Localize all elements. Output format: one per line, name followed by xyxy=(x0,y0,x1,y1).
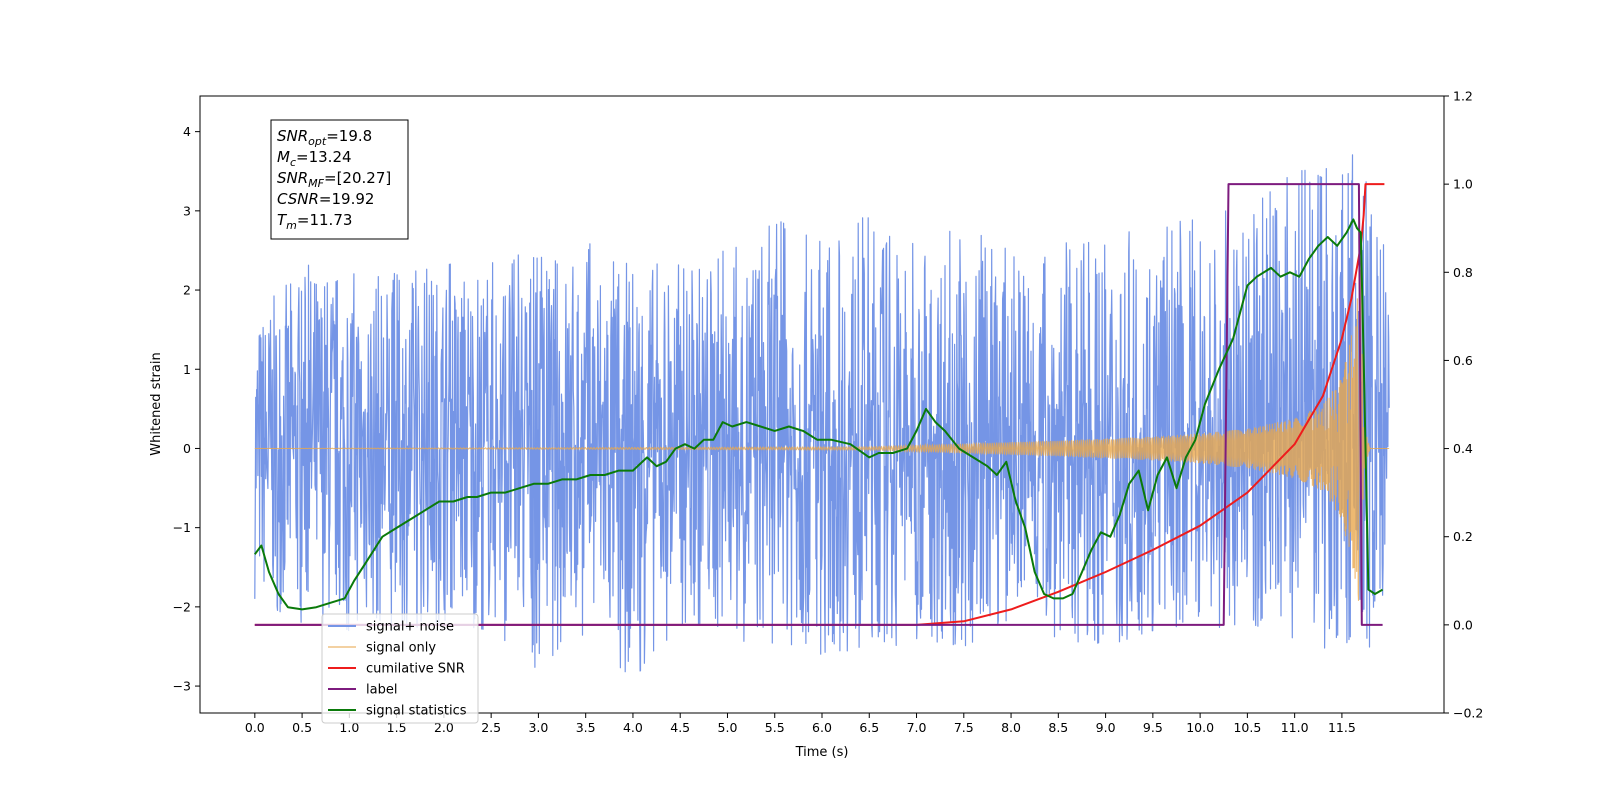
series-layer xyxy=(254,154,1390,673)
y-tick-label-left: −3 xyxy=(173,679,191,694)
x-tick-label: 6.5 xyxy=(859,720,879,735)
y-tick-label-left: −2 xyxy=(173,599,191,614)
x-axis: 0.0 0.5 1.0 1.5 2.0 2.5 3.0 3.5 4.0 4.5 5.0 5.5 6.0 6… xyxy=(245,713,1356,735)
x-axis-label: Time (s) xyxy=(795,745,849,760)
x-tick-label: 9.5 xyxy=(1143,720,1163,735)
y-tick-label-right: 0.6 xyxy=(1453,353,1473,368)
y-tick-label-left: 0 xyxy=(183,441,191,456)
x-tick-label: 3.0 xyxy=(528,720,548,735)
y-axis-right: −0.2 0.0 0.2 0.4 0.6 0.8 1.0 1.2 xyxy=(1444,89,1483,721)
legend-entry: signal+ noise xyxy=(366,620,454,635)
y-tick-label-left: 1 xyxy=(183,362,191,377)
legend: signal+ noise signal only cumilative SNR la… xyxy=(321,613,479,724)
x-tick-label: 9.0 xyxy=(1096,720,1116,735)
y-tick-label-right: 1.0 xyxy=(1453,177,1473,192)
x-tick-label: 5.5 xyxy=(765,720,785,735)
y-tick-label-right: 0.0 xyxy=(1453,617,1473,632)
annotation-line: Tm=11.73 xyxy=(277,211,352,232)
x-tick-label: 4.0 xyxy=(623,720,643,735)
y-tick-label-left: −1 xyxy=(173,520,191,535)
annotation-line: SNRMF=[20.27] xyxy=(277,169,391,190)
x-tick-label: 0.0 xyxy=(245,720,265,735)
legend-entry: signal only xyxy=(366,641,436,656)
annotation-frame xyxy=(270,119,409,240)
y-tick-label-left: 4 xyxy=(183,124,191,139)
y-tick-label-right: 1.2 xyxy=(1453,89,1473,104)
x-tick-label: 4.5 xyxy=(670,720,690,735)
x-tick-label: 8.0 xyxy=(1001,720,1021,735)
x-tick-label: 7.0 xyxy=(907,720,927,735)
y-axis-label: Whitened strain xyxy=(149,352,164,455)
x-tick-label: 8.5 xyxy=(1048,720,1068,735)
annotation-box: SNRopt=19.8Mc=13.24SNRMF=[20.27]CSNR=19.… xyxy=(270,119,409,240)
annotation-line: SNRopt=19.8 xyxy=(277,127,372,148)
legend-entry: signal statistics xyxy=(366,704,467,719)
y-tick-label-left: 2 xyxy=(183,283,191,298)
y-tick-label-right: 0.8 xyxy=(1453,265,1473,280)
x-tick-label: 0.5 xyxy=(292,720,312,735)
x-tick-label: 7.5 xyxy=(954,720,974,735)
x-tick-label: 10.5 xyxy=(1233,720,1261,735)
series-signal-plus-noise xyxy=(254,154,1390,673)
x-tick-label: 1.0 xyxy=(339,720,359,735)
series-signal-statistics xyxy=(254,218,1384,611)
x-tick-label: 11.0 xyxy=(1281,720,1309,735)
series-signal-only xyxy=(254,269,1390,601)
annotation-line: CSNR=19.92 xyxy=(277,190,374,208)
series-label xyxy=(254,183,1383,626)
x-tick-label: 2.5 xyxy=(481,720,501,735)
y-axis-left: −3 −2 −1 0 1 2 3 4 xyxy=(173,124,200,694)
y-tick-label-left: 3 xyxy=(183,203,191,218)
x-tick-label: 1.5 xyxy=(387,720,407,735)
x-tick-label: 3.5 xyxy=(576,720,596,735)
x-tick-label: 6.0 xyxy=(812,720,832,735)
y-tick-label-right: −0.2 xyxy=(1453,706,1483,721)
y-tick-label-right: 0.4 xyxy=(1453,441,1473,456)
x-tick-label: 11.5 xyxy=(1328,720,1356,735)
annotation-line: Mc=13.24 xyxy=(277,148,352,169)
x-tick-label: 5.0 xyxy=(718,720,738,735)
y-tick-label-right: 0.2 xyxy=(1453,529,1473,544)
x-tick-label: 10.0 xyxy=(1186,720,1214,735)
legend-frame xyxy=(321,613,479,724)
legend-entry: label xyxy=(366,683,397,698)
x-tick-label: 2.0 xyxy=(434,720,454,735)
legend-entry: cumilative SNR xyxy=(366,662,465,677)
